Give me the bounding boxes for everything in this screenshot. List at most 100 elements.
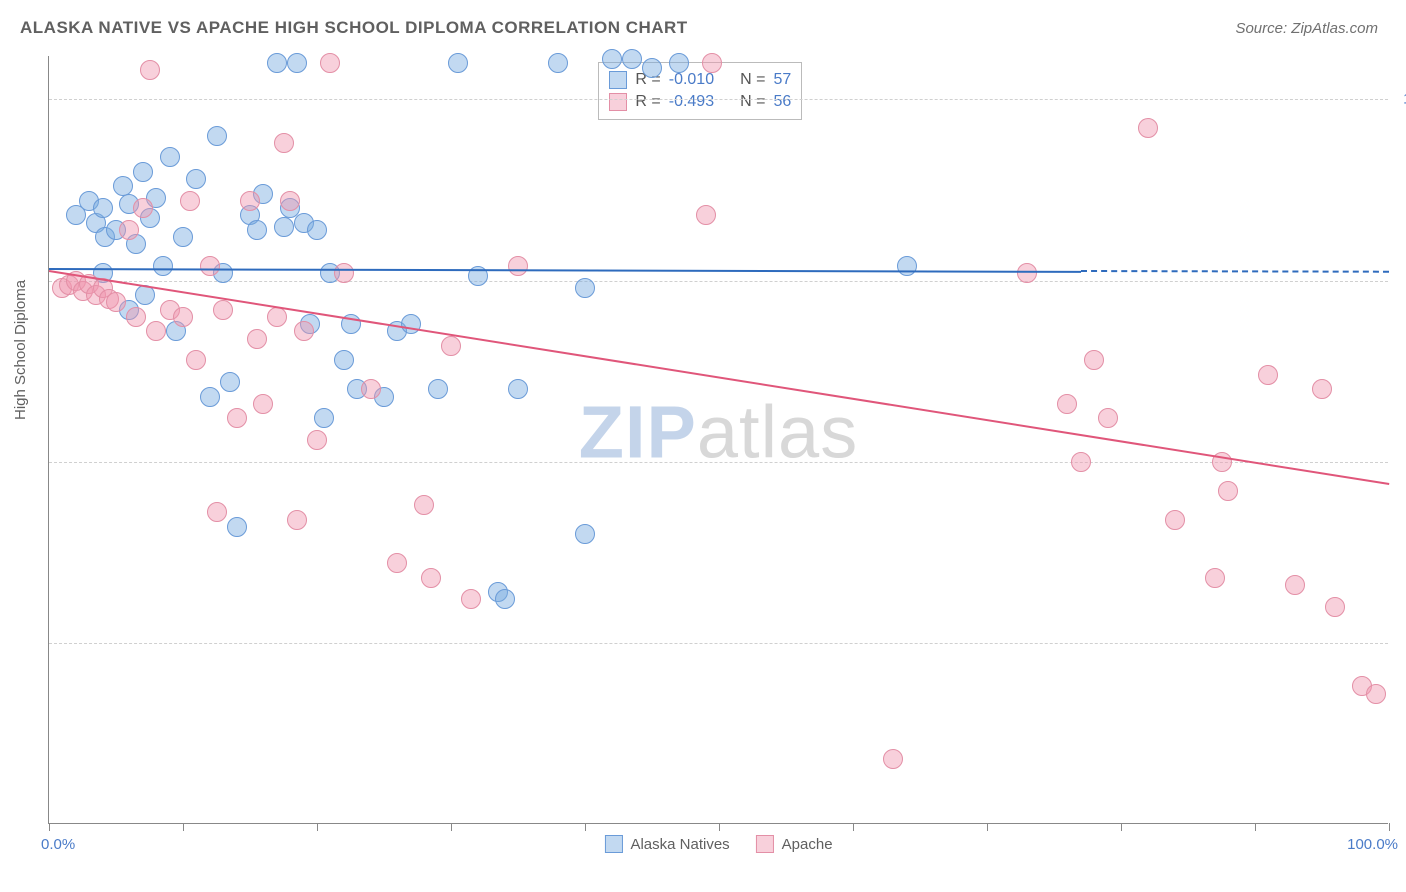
scatter-point — [669, 53, 689, 73]
scatter-point — [334, 350, 354, 370]
scatter-point — [448, 53, 468, 73]
scatter-point — [334, 263, 354, 283]
scatter-point — [1071, 452, 1091, 472]
scatter-point — [575, 278, 595, 298]
scatter-point — [93, 198, 113, 218]
x-tick — [1255, 823, 1256, 831]
x-tick — [49, 823, 50, 831]
scatter-point — [274, 133, 294, 153]
scatter-point — [126, 307, 146, 327]
scatter-point — [280, 191, 300, 211]
x-tick — [451, 823, 452, 831]
scatter-point — [307, 220, 327, 240]
y-tick-label: 87.5% — [1394, 272, 1406, 289]
x-tick — [719, 823, 720, 831]
scatter-point — [294, 321, 314, 341]
scatter-point — [1057, 394, 1077, 414]
scatter-point — [133, 162, 153, 182]
scatter-point — [207, 126, 227, 146]
scatter-point — [287, 53, 307, 73]
trend-line — [49, 270, 1389, 485]
scatter-point — [287, 510, 307, 530]
scatter-point — [441, 336, 461, 356]
trend-line — [1081, 270, 1389, 273]
x-tick — [317, 823, 318, 831]
stat-legend-row: R = -0.010N = 57 — [609, 69, 791, 91]
x-axis-max-label: 100.0% — [1347, 836, 1398, 853]
scatter-point — [274, 217, 294, 237]
x-axis-min-label: 0.0% — [41, 836, 75, 853]
scatter-point — [186, 169, 206, 189]
scatter-point — [508, 379, 528, 399]
scatter-point — [267, 307, 287, 327]
scatter-point — [1138, 118, 1158, 138]
scatter-point — [207, 502, 227, 522]
scatter-point — [200, 256, 220, 276]
scatter-point — [247, 329, 267, 349]
y-tick-label: 100.0% — [1394, 91, 1406, 108]
scatter-point — [1258, 365, 1278, 385]
scatter-point — [180, 191, 200, 211]
legend-swatch — [609, 93, 627, 111]
gridline — [49, 462, 1388, 463]
scatter-point — [1218, 481, 1238, 501]
x-tick — [585, 823, 586, 831]
scatter-point — [227, 517, 247, 537]
scatter-point — [1017, 263, 1037, 283]
scatter-point — [1084, 350, 1104, 370]
y-tick-label: 75.0% — [1394, 453, 1406, 470]
scatter-point — [1285, 575, 1305, 595]
scatter-point — [253, 394, 273, 414]
legend-label: Apache — [782, 836, 833, 853]
x-tick — [987, 823, 988, 831]
n-value: 56 — [773, 93, 791, 111]
x-tick — [1389, 823, 1390, 831]
n-value: 57 — [773, 71, 791, 89]
scatter-point — [883, 749, 903, 769]
scatter-point — [1098, 408, 1118, 428]
scatter-point — [602, 49, 622, 69]
stat-legend: R = -0.010 N = 57 R = -0.493N = 56 — [598, 62, 802, 120]
x-tick — [853, 823, 854, 831]
scatter-point — [696, 205, 716, 225]
scatter-point — [508, 256, 528, 276]
r-value: -0.010 — [669, 71, 714, 89]
scatter-point — [414, 495, 434, 515]
plot-area: ZIPatlas R = -0.010N = 57R = -0.493N = 5… — [48, 56, 1388, 824]
scatter-point — [146, 321, 166, 341]
n-label: N = — [740, 93, 765, 111]
scatter-point — [314, 408, 334, 428]
y-axis-label: High School Diploma — [12, 280, 29, 420]
scatter-point — [575, 524, 595, 544]
gridline — [49, 281, 1388, 282]
scatter-point — [1312, 379, 1332, 399]
scatter-point — [495, 589, 515, 609]
scatter-point — [173, 307, 193, 327]
scatter-point — [387, 553, 407, 573]
bottom-legend: Alaska Natives Apache — [604, 835, 832, 853]
bottom-legend-item: Alaska Natives — [604, 835, 729, 853]
scatter-point — [106, 292, 126, 312]
r-label: R = — [635, 93, 660, 111]
scatter-point — [1366, 684, 1386, 704]
x-tick — [1121, 823, 1122, 831]
scatter-point — [227, 408, 247, 428]
scatter-point — [173, 227, 193, 247]
scatter-point — [133, 198, 153, 218]
scatter-point — [1205, 568, 1225, 588]
scatter-point — [361, 379, 381, 399]
y-tick-label: 62.5% — [1394, 634, 1406, 651]
scatter-point — [461, 589, 481, 609]
stat-legend-row: R = -0.493N = 56 — [609, 91, 791, 113]
scatter-point — [1325, 597, 1345, 617]
x-tick — [183, 823, 184, 831]
legend-swatch — [756, 835, 774, 853]
scatter-point — [220, 372, 240, 392]
scatter-point — [702, 53, 722, 73]
scatter-point — [307, 430, 327, 450]
n-label: N = — [740, 71, 765, 89]
scatter-point — [320, 53, 340, 73]
scatter-point — [421, 568, 441, 588]
scatter-point — [897, 256, 917, 276]
gridline — [49, 99, 1388, 100]
